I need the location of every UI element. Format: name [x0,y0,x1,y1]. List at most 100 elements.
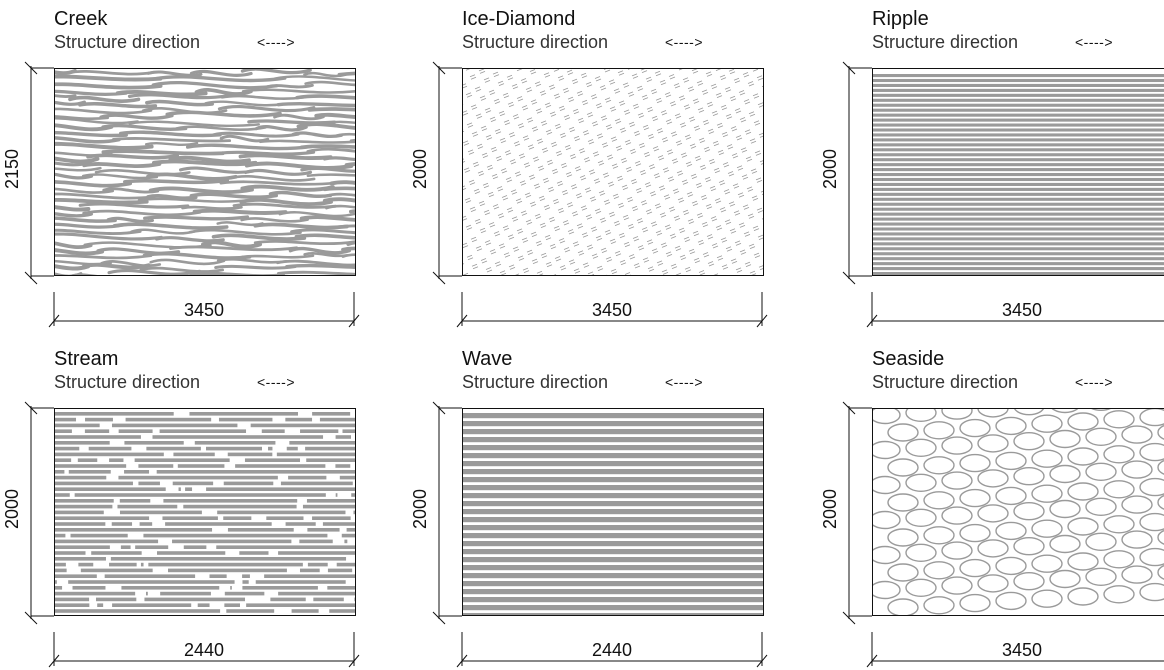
ice-mark [690,119,695,121]
stream-gap [202,510,216,515]
creek-stroke [151,260,224,264]
ice-mark [694,101,699,103]
ice-mark [704,123,709,125]
ice-mark [697,81,702,83]
stream-gap [291,539,299,544]
ice-mark [516,174,521,176]
ice-mark [693,71,698,73]
ice-mark [662,113,667,115]
ice-mark [584,265,589,267]
ice-mark [646,210,651,212]
ice-mark [463,246,468,248]
ice-mark [652,92,657,94]
ice-mark [583,131,588,133]
ice-mark [539,196,544,198]
wave-band [463,461,764,466]
ice-mark [694,126,699,128]
ice-mark [523,108,528,110]
seaside-pebble [906,474,936,491]
ice-mark [602,275,607,276]
ice-mark [554,69,559,71]
ice-mark [731,99,736,101]
ice-mark [752,196,757,198]
ice-mark [731,231,736,233]
ice-mark [564,91,569,93]
ice-mark [489,90,494,92]
ice-mark [583,235,588,237]
stream-gap [168,545,184,550]
stream-gap [213,481,224,486]
stream-band [55,470,356,474]
ice-mark [509,105,514,107]
ice-mark [698,83,703,85]
ice-mark [729,202,734,204]
stream-band [55,551,356,555]
ice-mark [490,117,495,119]
stream-gap [328,562,337,567]
stream-gap [277,609,292,614]
ice-mark [518,124,523,126]
ice-mark [591,199,596,201]
ice-mark [523,136,528,138]
ice-mark [464,168,469,170]
stream-gap [240,603,246,608]
ice-mark [643,125,648,127]
creek-stroke [153,83,276,88]
ice-mark [634,239,639,241]
ice-mark [644,260,649,262]
ice-mark [711,217,716,219]
creek-stroke [54,200,147,203]
ice-mark [666,227,671,229]
ice-mark [484,78,489,80]
ice-mark [734,211,739,213]
ice-mark [741,252,746,254]
ice-mark [487,270,492,272]
ice-mark [575,139,580,141]
stream-gap [297,504,303,509]
ice-mark [608,157,613,159]
ice-mark [611,109,616,111]
ice-mark [646,185,651,187]
seaside-pebble [1104,481,1134,498]
ice-mark [481,98,486,100]
ice-mark [623,188,628,190]
stream-gap [230,458,245,463]
seaside-pebble [888,564,918,581]
stream-gap [219,586,230,591]
ice-mark [498,214,503,216]
ripple-band [873,213,1164,216]
ice-mark [629,94,634,96]
ice-mark [472,240,477,242]
ice-mark [562,190,567,192]
ice-mark [642,95,647,97]
seaside-pebble [872,547,900,564]
ice-mark [517,229,522,231]
ice-mark [670,102,675,104]
ice-mark [474,165,479,167]
stream-band [55,453,356,457]
ice-mark [760,268,764,270]
ice-mark [717,228,722,230]
ice-mark [663,140,668,142]
width-dimension: 2440 [54,640,354,660]
ice-mark [686,137,691,139]
ice-mark [477,249,482,251]
ice-mark [535,214,540,216]
stream-gap [278,475,288,480]
ice-mark [473,267,478,269]
ice-mark [670,234,675,236]
ice-mark [622,161,627,163]
ice-mark [511,162,516,164]
ice-mark [657,233,662,235]
stream-gap [142,551,157,556]
ice-mark [610,107,615,109]
wave-band [463,565,764,570]
ice-mark [540,223,545,225]
ice-mark [585,188,590,190]
ice-mark [758,235,763,237]
ice-mark [483,183,488,185]
ice-mark [662,138,667,140]
ice-mark [505,151,510,153]
stream-gap [152,522,165,527]
ice-mark [528,145,533,147]
